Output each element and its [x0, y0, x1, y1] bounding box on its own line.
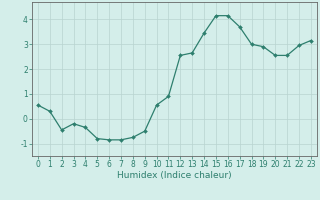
- X-axis label: Humidex (Indice chaleur): Humidex (Indice chaleur): [117, 171, 232, 180]
